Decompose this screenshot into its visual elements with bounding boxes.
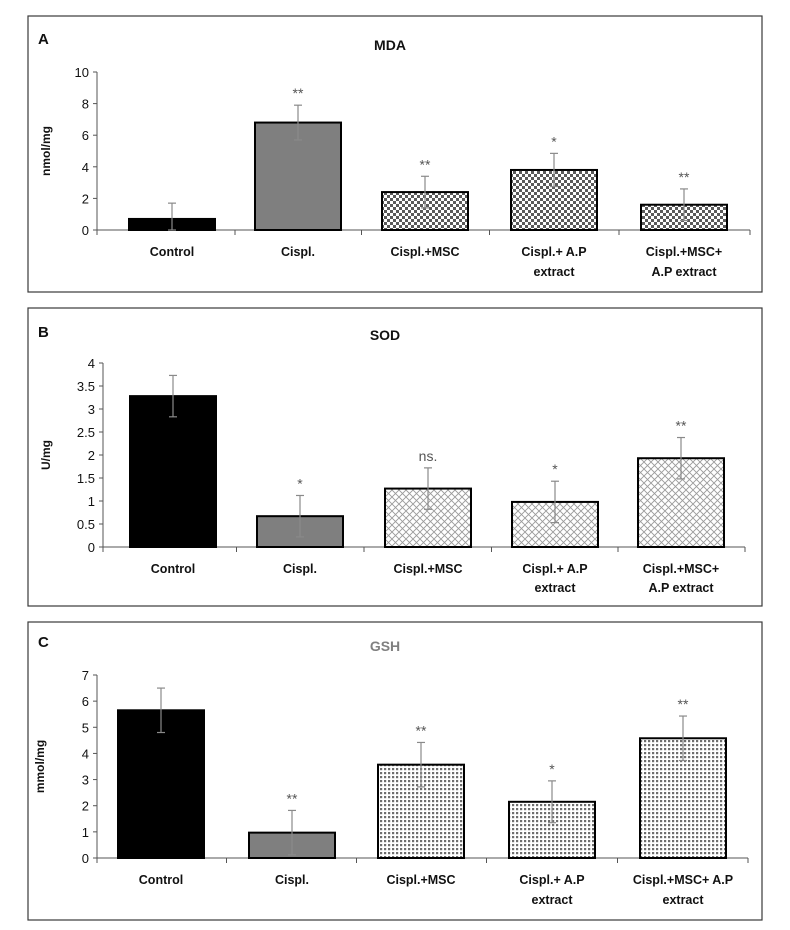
bar — [117, 709, 205, 859]
category-label: Cispl.+MSC — [393, 562, 462, 576]
significance-label: ** — [287, 790, 298, 806]
panel-border — [27, 621, 763, 921]
chart-title: MDA — [374, 37, 406, 53]
y-tick-label: 6 — [82, 694, 89, 709]
y-tick-label: 0.5 — [77, 517, 95, 532]
significance-label: ** — [676, 418, 687, 434]
y-tick-label: 4 — [88, 356, 95, 371]
category-label: extract — [532, 893, 574, 907]
y-tick-label: 3 — [88, 402, 95, 417]
category-label: Cispl.+MSC+ — [643, 562, 719, 576]
y-tick-label: 0 — [82, 851, 89, 866]
panel-border — [27, 15, 763, 293]
category-label: Cispl.+MSC — [390, 245, 459, 259]
y-axis-label: mmol/mg — [33, 740, 47, 793]
category-label: extract — [534, 265, 576, 279]
y-tick-label: 2 — [88, 448, 95, 463]
chart-title: SOD — [370, 327, 400, 343]
significance-label: ** — [293, 85, 304, 101]
significance-label: ** — [678, 696, 689, 712]
y-tick-label: 4 — [82, 746, 89, 761]
category-label: Cispl. — [275, 873, 309, 887]
panel-letter: A — [38, 31, 49, 48]
category-label: Cispl.+ A.P — [522, 562, 587, 576]
y-axis-label: U/mg — [39, 440, 53, 470]
y-tick-label: 2 — [82, 799, 89, 814]
y-tick-label: 10 — [75, 65, 89, 80]
significance-label: * — [549, 761, 555, 777]
y-tick-label: 2 — [82, 191, 89, 206]
category-label: Cispl.+ A.P — [521, 245, 586, 259]
category-label: Control — [150, 245, 194, 259]
bar — [129, 395, 217, 548]
significance-label: * — [552, 461, 558, 477]
y-tick-label: 0 — [88, 540, 95, 555]
y-tick-label: 1 — [88, 494, 95, 509]
panel-c: C GSH mmol/mg 0 1 2 3 4 5 6 7 Control ** Cispl. ** Cisp… — [27, 621, 763, 921]
significance-label: ** — [420, 156, 431, 172]
category-label: Cispl.+MSC+ — [646, 245, 722, 259]
bar — [510, 168, 598, 232]
panel-letter: C — [38, 634, 49, 651]
chart-title: GSH — [370, 638, 400, 654]
y-tick-label: 0 — [82, 223, 89, 238]
category-label: Control — [151, 562, 195, 576]
y-axis-label: nmol/mg — [39, 126, 53, 176]
y-tick-label: 3 — [82, 773, 89, 788]
y-tick-label: 2.5 — [77, 425, 95, 440]
panel-border — [27, 307, 763, 607]
category-label: extract — [535, 581, 577, 595]
y-tick-label: 3.5 — [77, 379, 95, 394]
y-tick-label: 1 — [82, 825, 89, 840]
category-label: Cispl.+ A.P — [519, 873, 584, 887]
category-label: Cispl.+MSC+ A.P — [633, 873, 733, 887]
category-label: A.P extract — [651, 265, 717, 279]
significance-label: * — [297, 475, 303, 491]
significance-label: ** — [416, 722, 427, 738]
category-label: Cispl. — [281, 245, 315, 259]
y-tick-label: 5 — [82, 720, 89, 735]
y-tick-label: 1.5 — [77, 471, 95, 486]
category-label: Cispl.+MSC — [386, 873, 455, 887]
category-label: Control — [139, 873, 183, 887]
significance-label: * — [551, 133, 557, 149]
category-label: Cispl. — [283, 562, 317, 576]
significance-label: ** — [679, 169, 690, 185]
y-tick-label: 8 — [82, 97, 89, 112]
y-tick-label: 7 — [82, 668, 89, 683]
panel-b: B SOD U/mg 0 0.5 1 1.5 2 2.5 3 3.5 4 Control * Cispl. n… — [27, 307, 763, 607]
category-label: A.P extract — [648, 581, 714, 595]
significance-label: ns. — [419, 448, 438, 464]
category-label: extract — [663, 893, 705, 907]
panel-letter: B — [38, 324, 49, 341]
panel-a: A MDA nmol/mg 0 2 4 6 8 10 Control ** Cispl. ** Cispl… — [27, 15, 763, 293]
y-tick-label: 6 — [82, 128, 89, 143]
y-tick-label: 4 — [82, 160, 89, 175]
